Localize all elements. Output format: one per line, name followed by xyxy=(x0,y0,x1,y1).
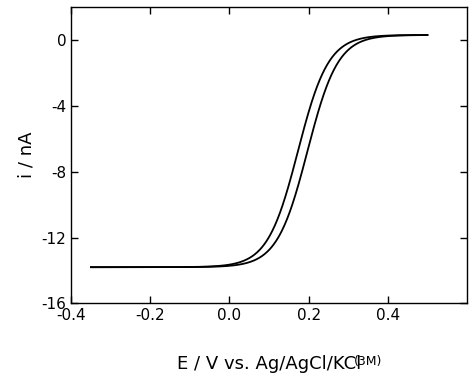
Y-axis label: i / nA: i / nA xyxy=(18,132,36,179)
Text: E / V vs. Ag/AgCl/KCl: E / V vs. Ag/AgCl/KCl xyxy=(177,355,361,373)
Text: (3M): (3M) xyxy=(354,355,383,368)
